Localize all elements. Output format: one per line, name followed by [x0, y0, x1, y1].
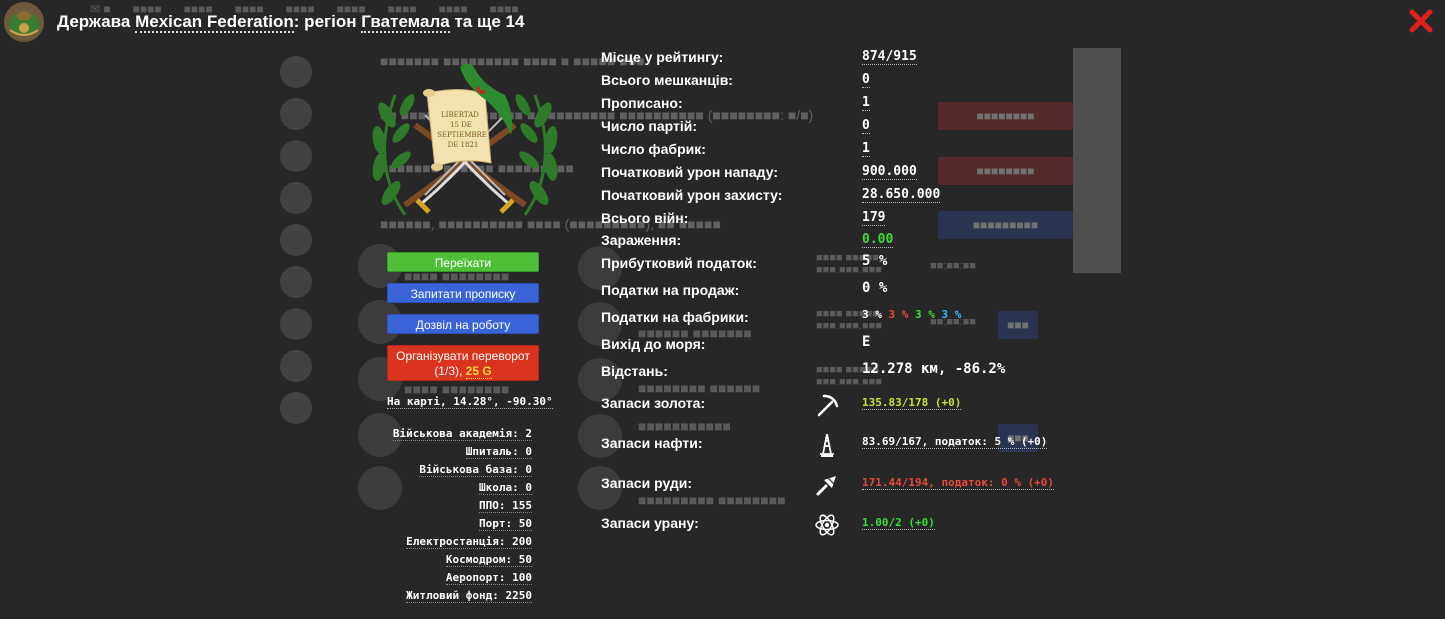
uranium-label: Запаси урану: — [601, 515, 699, 531]
building-item[interactable]: Порт: 50 — [479, 517, 532, 531]
map-coordinates-link[interactable]: На карті, 14.28°, -90.30° — [387, 395, 553, 409]
sales-tax-value: 0 % — [862, 280, 888, 296]
state-name-link[interactable]: Mexican Federation — [135, 12, 294, 33]
background-icon-column — [280, 56, 320, 434]
defense-damage-value[interactable]: 28.650.000 — [862, 187, 941, 203]
pollution-label: Зараження: — [601, 232, 682, 248]
factory-tax-1: 3 % — [862, 308, 882, 321]
building-item[interactable]: Житловий фонд: 2250 — [406, 589, 532, 603]
building-item[interactable]: Школа: 0 — [479, 481, 532, 495]
sea-access-value: Е — [862, 334, 871, 350]
coup-price: 25 G — [465, 364, 492, 379]
atom-icon — [815, 514, 839, 536]
residents-value[interactable]: 0 — [862, 72, 870, 88]
title-suffix: та ще 14 — [454, 12, 525, 31]
oil-label: Запаси нафти: — [601, 435, 703, 451]
registered-value[interactable]: 1 — [862, 95, 870, 111]
state-emblem-icon — [4, 2, 44, 42]
factories-label: Число фабрик: — [601, 141, 706, 157]
scroll-line-3: SEPTIEMBRE — [437, 131, 487, 139]
organize-coup-button[interactable]: Організувати переворот (1/3), 25 G — [387, 345, 539, 381]
parties-value[interactable]: 0 — [862, 118, 870, 134]
gold-reserves-value[interactable]: 135.83/178 (+0) — [862, 396, 962, 410]
building-item[interactable]: Аеропорт: 100 — [445, 571, 532, 585]
factory-tax-3: 3 % — [915, 308, 935, 321]
work-permit-button[interactable]: Дозвіл на роботу — [387, 314, 539, 334]
distance-label: Відстань: — [601, 363, 668, 379]
coup-label: Організувати переворот — [396, 349, 530, 363]
request-residency-button[interactable]: Запитати прописку — [387, 283, 539, 303]
factory-tax-2: 3 % — [888, 308, 909, 321]
building-item[interactable]: Електростанція: 200 — [406, 535, 532, 549]
uranium-reserves-value[interactable]: 1.00/2 (+0) — [862, 516, 935, 530]
building-item[interactable]: Військова академія: 2 — [392, 427, 532, 441]
wars-value[interactable]: 179 — [862, 210, 886, 226]
title-prefix: Держава — [57, 12, 131, 31]
modal-header: Держава Mexican Federation: регіон Гвате… — [0, 0, 1445, 44]
page-title: Держава Mexican Federation: регіон Гвате… — [57, 12, 525, 33]
pollution-value[interactable]: 0.00 — [862, 232, 894, 248]
gold-label: Запаси золота: — [601, 395, 706, 411]
building-item[interactable]: Космодром: 50 — [445, 553, 532, 567]
building-item[interactable]: Військова база: 0 — [419, 463, 532, 477]
buildings-list: Військова академія: 2 Шпиталь: 0 Військо… — [380, 425, 532, 605]
wars-label: Всього війн: — [601, 210, 689, 226]
building-item[interactable]: ППО: 155 — [479, 499, 532, 513]
sea-access-label: Вихід до моря: — [601, 336, 706, 352]
factory-tax-4: 3 % — [941, 308, 962, 321]
move-button[interactable]: Переїхати — [387, 252, 539, 272]
income-tax-value: 5 % — [862, 253, 888, 269]
defense-damage-label: Початковий урон захисту: — [601, 187, 783, 203]
rank-value[interactable]: 874/915 — [862, 49, 917, 65]
scroll-line-1: LIBERTAD — [441, 111, 479, 119]
scroll-line-2: 15 DE — [450, 121, 472, 129]
background-scrollbar — [1073, 48, 1121, 273]
title-mid: : регіон — [293, 12, 357, 31]
rank-label: Місце у рейтингу: — [601, 49, 724, 65]
building-item[interactable]: Шпиталь: 0 — [465, 445, 532, 459]
sales-tax-label: Податки на продаж: — [601, 282, 740, 298]
residents-label: Всього мешканців: — [601, 72, 733, 88]
attack-damage-label: Початковий урон нападу: — [601, 164, 778, 180]
income-tax-label: Прибутковий податок: — [601, 255, 757, 271]
factory-tax-label: Податки на фабрики: — [601, 309, 749, 325]
background-nav: ✉ ■ ■■■■ ■■■■ ■■■■ ■■■■ ■■■■ ■■■■ ■■■■ ■■■■ — [90, 2, 519, 16]
ore-label: Запаси руди: — [601, 475, 693, 491]
registered-label: Прописано: — [601, 95, 683, 111]
ore-reserves-value[interactable]: 171.44/194, податок: 0 % (+0) — [862, 476, 1055, 490]
coup-progress: (1/3), — [434, 364, 463, 378]
factory-tax-values: 3 % 3 % 3 % 3 % — [862, 308, 961, 321]
oil-reserves-value[interactable]: 83.69/167, податок: 5 % (+0) — [862, 435, 1048, 449]
region-coat-of-arms: LIBERTAD 15 DE SEPTIEMBRE DE 1821 — [372, 63, 558, 216]
attack-damage-value[interactable]: 900.000 — [862, 164, 917, 180]
distance-value: 12.278 км, -86.2% — [862, 361, 1006, 377]
ore-drill-icon — [816, 476, 836, 496]
factories-value[interactable]: 1 — [862, 141, 870, 157]
parties-label: Число партій: — [601, 118, 698, 134]
scroll-line-4: DE 1821 — [448, 141, 479, 149]
close-icon[interactable] — [1408, 8, 1434, 34]
pickaxe-icon — [817, 394, 839, 417]
oil-derrick-icon — [820, 433, 834, 457]
region-name-link[interactable]: Гватемала — [361, 12, 450, 33]
